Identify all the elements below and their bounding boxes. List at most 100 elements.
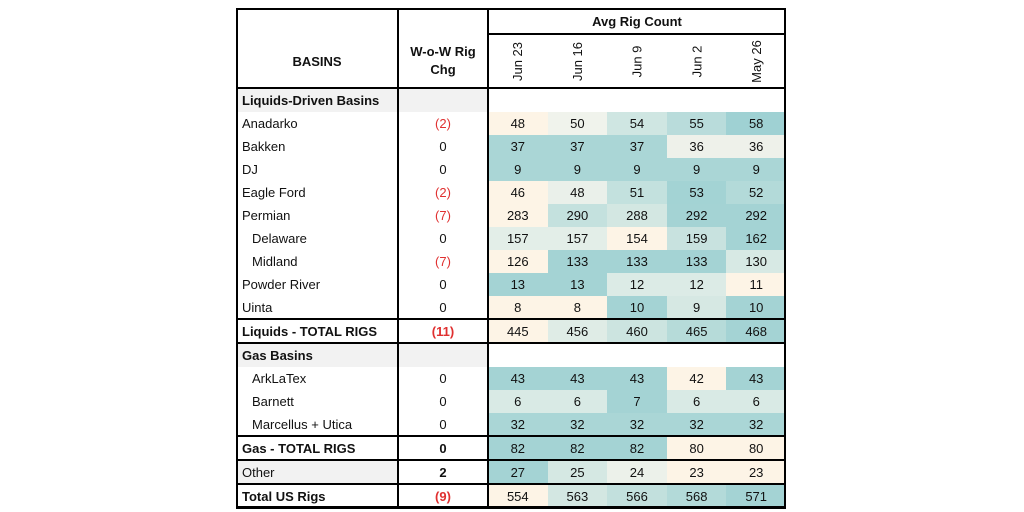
wow-change-value: 0 <box>439 277 447 292</box>
rig-count-cell: 12 <box>607 273 667 296</box>
rig-count-cell: 7 <box>607 390 667 413</box>
rig-count-cell: 43 <box>488 367 548 390</box>
wow-change-value: (2) <box>435 185 451 200</box>
row-label: Eagle Ford <box>242 185 306 200</box>
date-header: Jun 2 <box>667 34 727 88</box>
row-label: Midland <box>252 254 298 269</box>
rig-count-cell: 456 <box>547 319 608 343</box>
rig-count-cell: 9 <box>547 158 608 181</box>
rig-count-cell: 460 <box>607 319 667 343</box>
rig-count-cell: 37 <box>488 135 548 158</box>
date-header-label: Jun 16 <box>569 41 585 81</box>
row-label: Uinta <box>242 300 273 315</box>
rig-count-cell: 568 <box>666 484 727 508</box>
wow-change-value: 0 <box>439 162 447 177</box>
rig-count-cell: 283 <box>488 204 548 227</box>
rig-count-cell: 9 <box>666 296 727 319</box>
rig-count-cell: 80 <box>666 436 727 460</box>
other-band <box>236 460 398 484</box>
rig-count-cell: 24 <box>607 460 667 484</box>
wow-change-value: (2) <box>435 116 451 131</box>
wow-change-value: 2 <box>439 464 447 480</box>
grid-line <box>236 483 786 485</box>
rig-count-cell: 43 <box>607 367 667 390</box>
avg-rig-count-header: Avg Rig Count <box>592 13 682 29</box>
rig-count-cell: 563 <box>547 484 608 508</box>
wow-change-value: 0 <box>439 394 447 409</box>
grid-line <box>397 8 399 508</box>
rig-count-cell: 48 <box>547 181 608 204</box>
rig-count-cell: 48 <box>488 112 548 135</box>
rig-count-cell: 42 <box>666 367 727 390</box>
wow-change-value: 0 <box>439 440 447 456</box>
row-label: Permian <box>242 208 291 223</box>
rig-count-cell: 162 <box>726 227 786 250</box>
grid-line <box>236 342 786 344</box>
rig-count-cell: 11 <box>726 273 786 296</box>
rig-count-cell: 12 <box>666 273 727 296</box>
rig-count-cell: 154 <box>607 227 667 250</box>
rig-count-cell: 566 <box>607 484 667 508</box>
rig-count-cell: 9 <box>726 158 786 181</box>
grid-line <box>236 318 786 320</box>
rig-count-cell: 51 <box>607 181 667 204</box>
rig-count-cell: 80 <box>726 436 786 460</box>
rig-count-cell: 157 <box>488 227 548 250</box>
row-label: Total US Rigs <box>242 488 326 504</box>
rig-count-cell: 6 <box>726 390 786 413</box>
grid-line <box>488 33 786 35</box>
wow-change-value: (7) <box>435 254 451 269</box>
rig-count-cell: 32 <box>547 413 608 436</box>
wow-change-value: 0 <box>439 300 447 315</box>
rig-count-cell: 53 <box>666 181 727 204</box>
rig-count-cell: 157 <box>547 227 608 250</box>
rig-count-cell: 10 <box>726 296 786 319</box>
rig-count-cell: 126 <box>488 250 548 273</box>
date-header: Jun 16 <box>548 34 608 88</box>
rig-count-cell: 37 <box>547 135 608 158</box>
grid-line <box>236 507 786 509</box>
rig-count-cell: 36 <box>726 135 786 158</box>
grid-line <box>236 506 786 508</box>
rig-count-cell: 133 <box>666 250 727 273</box>
rig-count-cell: 32 <box>607 413 667 436</box>
rig-count-cell: 58 <box>726 112 786 135</box>
rig-count-cell: 82 <box>488 436 548 460</box>
wow-change-value: (11) <box>431 323 455 339</box>
rig-count-cell: 9 <box>488 158 548 181</box>
rig-count-cell: 13 <box>547 273 608 296</box>
wow-chg-header-line2: Chg <box>430 62 456 77</box>
row-label: Barnett <box>252 394 294 409</box>
rig-count-cell: 23 <box>666 460 727 484</box>
wow-change-value: 0 <box>439 231 447 246</box>
rig-count-table: Avg Rig Count BASINS W-o-W Rig Chg Jun 2… <box>236 8 786 509</box>
rig-count-cell: 82 <box>607 436 667 460</box>
rig-count-cell: 50 <box>547 112 608 135</box>
rig-count-cell: 445 <box>488 319 548 343</box>
row-label: Liquids - TOTAL RIGS <box>242 323 378 339</box>
rig-count-cell: 159 <box>666 227 727 250</box>
wow-change-value: 0 <box>439 417 447 432</box>
rig-count-cell: 292 <box>726 204 786 227</box>
rig-count-cell: 465 <box>666 319 727 343</box>
rig-count-cell: 290 <box>547 204 608 227</box>
rig-count-cell: 13 <box>488 273 548 296</box>
grid-line <box>236 435 786 437</box>
wow-change-value: (9) <box>435 488 451 504</box>
rig-count-cell: 23 <box>726 460 786 484</box>
basins-header: BASINS <box>292 53 342 69</box>
rig-count-cell: 9 <box>607 158 667 181</box>
wow-change-value: 0 <box>439 371 447 386</box>
grid-line <box>236 8 786 10</box>
row-label: Gas - TOTAL RIGS <box>242 440 356 456</box>
rig-count-cell: 6 <box>547 390 608 413</box>
rig-count-cell: 130 <box>726 250 786 273</box>
rig-count-cell: 32 <box>666 413 727 436</box>
rig-count-cell: 52 <box>726 181 786 204</box>
row-label: Marcellus + Utica <box>252 417 353 432</box>
date-header: Jun 9 <box>607 34 667 88</box>
wow-chg-header: W-o-W Rig Chg <box>398 34 488 88</box>
rig-count-cell: 571 <box>726 484 786 508</box>
rig-count-cell: 43 <box>547 367 608 390</box>
grid-line <box>784 8 786 508</box>
